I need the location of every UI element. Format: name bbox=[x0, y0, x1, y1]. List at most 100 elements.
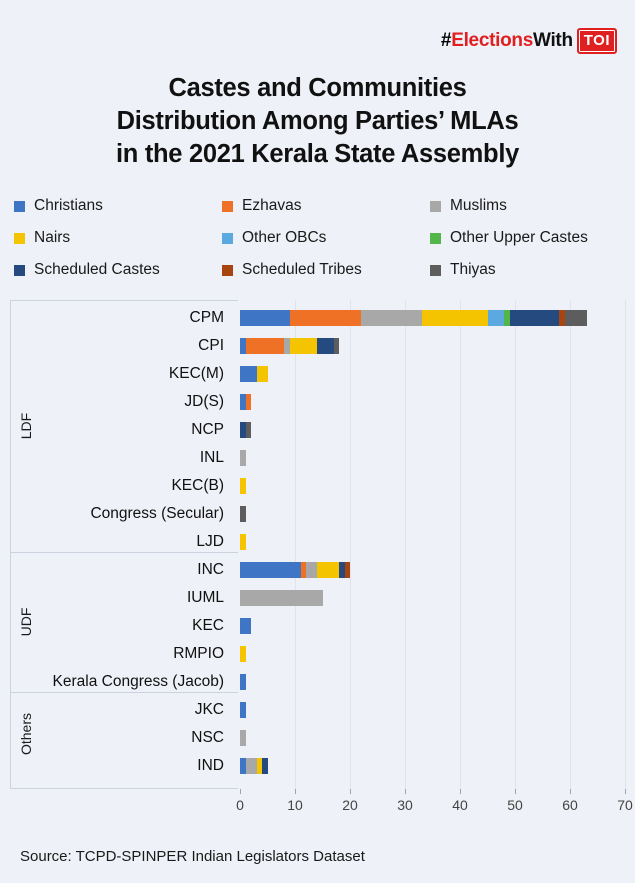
bar-row[interactable]: JKC bbox=[10, 696, 625, 724]
bar-segment-thiyas[interactable] bbox=[245, 422, 251, 438]
bar-segment-nairs[interactable] bbox=[240, 478, 246, 494]
stacked-bar[interactable] bbox=[240, 646, 246, 662]
bar-segment-muslims[interactable] bbox=[240, 730, 246, 746]
bar-segment-muslims[interactable] bbox=[245, 758, 257, 774]
bar-segment-scheduled-castes[interactable] bbox=[240, 422, 246, 438]
bar-segment-christians[interactable] bbox=[240, 702, 246, 718]
bar-row[interactable]: Kerala Congress (Jacob) bbox=[10, 668, 625, 696]
axis-tick bbox=[350, 789, 351, 794]
bar-segment-nairs[interactable] bbox=[256, 366, 268, 382]
bar-row[interactable]: NCP bbox=[10, 416, 625, 444]
axis-tick-label: 30 bbox=[397, 797, 413, 813]
bar-segment-other-upper-castes[interactable] bbox=[504, 310, 510, 326]
legend-item-ezhavas[interactable]: Ezhavas bbox=[222, 197, 430, 215]
bar-row[interactable]: LJD bbox=[10, 528, 625, 556]
bar-row[interactable]: Congress (Secular) bbox=[10, 500, 625, 528]
bar-row[interactable]: INL bbox=[10, 444, 625, 472]
stacked-bar[interactable] bbox=[240, 562, 350, 578]
legend-label: Other OBCs bbox=[242, 229, 327, 246]
bar-segment-scheduled-castes[interactable] bbox=[317, 338, 334, 354]
bar-segment-christians[interactable] bbox=[240, 758, 246, 774]
bar-segment-christians[interactable] bbox=[240, 338, 246, 354]
bar-row[interactable]: CPM bbox=[10, 304, 625, 332]
gridline bbox=[295, 300, 296, 789]
bar-segment-christians[interactable] bbox=[240, 618, 251, 634]
title-line-3: in the 2021 Kerala State Assembly bbox=[115, 140, 520, 168]
bar-segment-ezhavas[interactable] bbox=[289, 310, 361, 326]
category-label: NCP bbox=[191, 421, 224, 438]
bar-segment-scheduled-castes[interactable] bbox=[262, 758, 268, 774]
bar-segment-muslims[interactable] bbox=[284, 338, 290, 354]
bar-segment-christians[interactable] bbox=[240, 310, 290, 326]
bar-segment-nairs[interactable] bbox=[240, 646, 246, 662]
category-label: LJD bbox=[196, 533, 224, 550]
bar-segment-ezhavas[interactable] bbox=[245, 338, 284, 354]
group-label-udf: UDF bbox=[18, 607, 34, 637]
bar-segment-muslims[interactable] bbox=[240, 450, 246, 466]
bar-segment-thiyas[interactable] bbox=[333, 338, 339, 354]
bar-row[interactable]: INC bbox=[10, 556, 625, 584]
bar-segment-muslims[interactable] bbox=[361, 310, 422, 326]
bar-segment-scheduled-castes[interactable] bbox=[339, 562, 345, 578]
bar-segment-nairs[interactable] bbox=[317, 562, 339, 578]
legend-item-other-upper-castes[interactable]: Other Upper Castes bbox=[430, 229, 626, 247]
bar-segment-ezhavas[interactable] bbox=[245, 394, 251, 410]
legend-item-nairs[interactable]: Nairs bbox=[14, 229, 222, 247]
legend-item-muslims[interactable]: Muslims bbox=[430, 197, 626, 215]
stacked-bar[interactable] bbox=[240, 618, 251, 634]
bar-segment-nairs[interactable] bbox=[256, 758, 262, 774]
stacked-bar[interactable] bbox=[240, 366, 268, 382]
legend-swatch-icon bbox=[14, 264, 25, 276]
bar-segment-nairs[interactable] bbox=[421, 310, 488, 326]
bar-row[interactable]: IUML bbox=[10, 584, 625, 612]
stacked-bar[interactable] bbox=[240, 394, 251, 410]
brand-elections: Elections bbox=[451, 30, 533, 51]
category-label: INC bbox=[197, 561, 224, 578]
stacked-bar[interactable] bbox=[240, 506, 246, 522]
stacked-bar[interactable] bbox=[240, 674, 246, 690]
stacked-bar[interactable] bbox=[240, 758, 268, 774]
bar-segment-christians[interactable] bbox=[240, 562, 301, 578]
axis-tick-label: 40 bbox=[452, 797, 468, 813]
legend-item-christians[interactable]: Christians bbox=[14, 197, 222, 215]
legend-label: Christians bbox=[34, 197, 103, 214]
stacked-bar[interactable] bbox=[240, 450, 246, 466]
bar-segment-scheduled-tribes[interactable] bbox=[344, 562, 350, 578]
bar-segment-muslims[interactable] bbox=[240, 590, 323, 606]
bar-segment-thiyas[interactable] bbox=[564, 310, 587, 326]
legend-item-scheduled-tribes[interactable]: Scheduled Tribes bbox=[222, 261, 430, 279]
legend-item-other-obcs[interactable]: Other OBCs bbox=[222, 229, 430, 247]
bar-segment-scheduled-tribes[interactable] bbox=[559, 310, 565, 326]
bar-row[interactable]: KEC(M) bbox=[10, 360, 625, 388]
axis-tick bbox=[460, 789, 461, 794]
category-label: IND bbox=[197, 757, 224, 774]
bar-segment-other-obcs[interactable] bbox=[487, 310, 504, 326]
legend-item-scheduled-castes[interactable]: Scheduled Castes bbox=[14, 261, 222, 279]
bar-segment-ezhavas[interactable] bbox=[300, 562, 306, 578]
bar-row[interactable]: CPI bbox=[10, 332, 625, 360]
bar-row[interactable]: KEC(B) bbox=[10, 472, 625, 500]
bar-segment-scheduled-castes[interactable] bbox=[509, 310, 559, 326]
legend-item-thiyas[interactable]: Thiyas bbox=[430, 261, 626, 279]
stacked-bar[interactable] bbox=[240, 310, 587, 326]
bar-row[interactable]: KEC bbox=[10, 612, 625, 640]
bar-row[interactable]: NSC bbox=[10, 724, 625, 752]
stacked-bar[interactable] bbox=[240, 478, 246, 494]
stacked-bar[interactable] bbox=[240, 730, 246, 746]
bar-row[interactable]: JD(S) bbox=[10, 388, 625, 416]
bar-segment-christians[interactable] bbox=[240, 366, 257, 382]
stacked-bar[interactable] bbox=[240, 702, 246, 718]
bar-segment-nairs[interactable] bbox=[240, 534, 246, 550]
bar-segment-christians[interactable] bbox=[240, 674, 246, 690]
stacked-bar[interactable] bbox=[240, 590, 323, 606]
stacked-bar[interactable] bbox=[240, 534, 246, 550]
bar-segment-christians[interactable] bbox=[240, 394, 246, 410]
stacked-bar[interactable] bbox=[240, 338, 339, 354]
stacked-bar[interactable] bbox=[240, 422, 251, 438]
bar-row[interactable]: IND bbox=[10, 752, 625, 780]
legend-swatch-icon bbox=[222, 264, 233, 276]
bar-row[interactable]: RMPIO bbox=[10, 640, 625, 668]
bar-segment-nairs[interactable] bbox=[289, 338, 317, 354]
bar-segment-thiyas[interactable] bbox=[240, 506, 246, 522]
bar-segment-muslims[interactable] bbox=[306, 562, 317, 578]
